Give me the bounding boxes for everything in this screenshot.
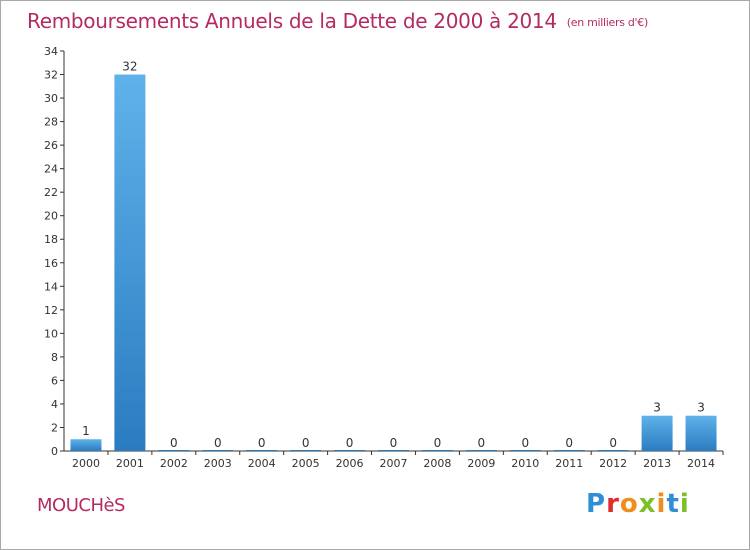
y-tick-label: 26	[44, 139, 58, 152]
proxiti-logo[interactable]: Proxiti	[586, 489, 690, 519]
bar	[378, 450, 409, 451]
logo-letter: r	[606, 489, 620, 519]
y-tick-label: 30	[44, 92, 58, 105]
logo-letter: o	[619, 489, 639, 519]
data-label: 0	[390, 436, 398, 450]
y-tick-label: 0	[51, 445, 58, 458]
bar	[685, 415, 717, 451]
bar	[158, 450, 190, 451]
y-tick-label: 2	[51, 421, 58, 434]
x-tick-label: 2008	[423, 457, 451, 470]
logo-letter: P	[586, 489, 607, 519]
data-label: 0	[609, 436, 617, 450]
chart-unit: (en milliers d'€)	[566, 16, 648, 29]
data-label: 1	[82, 424, 90, 438]
bar	[202, 450, 234, 451]
data-label: 0	[565, 436, 573, 450]
bar	[290, 450, 322, 451]
y-tick-label: 12	[44, 304, 58, 317]
y-tick-label: 8	[51, 351, 58, 364]
data-label: 0	[434, 436, 442, 450]
data-label: 3	[697, 401, 705, 415]
y-tick-label: 32	[44, 69, 58, 82]
x-tick-label: 2011	[555, 457, 583, 470]
bar	[334, 450, 366, 451]
x-tick-label: 2001	[116, 457, 144, 470]
bar	[641, 415, 673, 451]
y-tick-label: 14	[44, 280, 58, 293]
x-tick-label: 2000	[72, 457, 100, 470]
y-tick-label: 28	[44, 116, 58, 129]
y-tick-label: 20	[44, 210, 58, 223]
x-tick-label: 2009	[467, 457, 495, 470]
bar	[553, 450, 585, 451]
logo-letter: i	[679, 489, 690, 519]
y-tick-label: 4	[51, 398, 58, 411]
bar	[114, 74, 146, 451]
x-tick-label: 2006	[336, 457, 364, 470]
logo-letter: x	[638, 489, 657, 519]
data-label: 3	[653, 401, 661, 415]
x-tick-label: 2004	[248, 457, 276, 470]
bar	[465, 450, 497, 451]
x-tick-label: 2012	[599, 457, 627, 470]
y-tick-label: 6	[51, 374, 58, 387]
chart-bars: 1 32 0 0 0 0 0 0 0 0 0 0 0 3 3	[70, 60, 717, 451]
bar	[421, 450, 453, 451]
y-tick-label: 18	[44, 233, 58, 246]
data-label: 0	[214, 436, 222, 450]
y-tick-label: 22	[44, 186, 58, 199]
y-tick-label: 34	[44, 45, 58, 58]
data-label: 0	[302, 436, 310, 450]
data-label: 0	[521, 436, 529, 450]
commune-name: MOUCHèS	[37, 495, 125, 516]
x-tick-label: 2005	[292, 457, 320, 470]
data-label: 0	[170, 436, 178, 450]
data-label: 32	[122, 60, 137, 74]
data-label: 0	[478, 436, 486, 450]
x-tick-label: 2014	[687, 457, 715, 470]
bar	[70, 439, 102, 451]
bar	[246, 450, 278, 451]
x-tick-label: 2013	[643, 457, 671, 470]
chart-title: Remboursements Annuels de la Dette de 20…	[27, 9, 648, 33]
logo-letter: t	[666, 489, 680, 519]
x-tick-label: 2002	[160, 457, 188, 470]
y-tick-label: 10	[44, 327, 58, 340]
data-label: 0	[258, 436, 266, 450]
bar	[509, 450, 541, 451]
bar	[597, 450, 629, 451]
y-tick-label: 16	[44, 257, 58, 270]
y-tick-label: 24	[44, 163, 58, 176]
x-tick-label: 2010	[511, 457, 539, 470]
logo-letter: i	[656, 489, 667, 519]
chart-title-text: Remboursements Annuels de la Dette de 20…	[27, 9, 557, 33]
x-tick-label: 2003	[204, 457, 232, 470]
data-label: 0	[346, 436, 354, 450]
x-tick-label: 2007	[380, 457, 408, 470]
